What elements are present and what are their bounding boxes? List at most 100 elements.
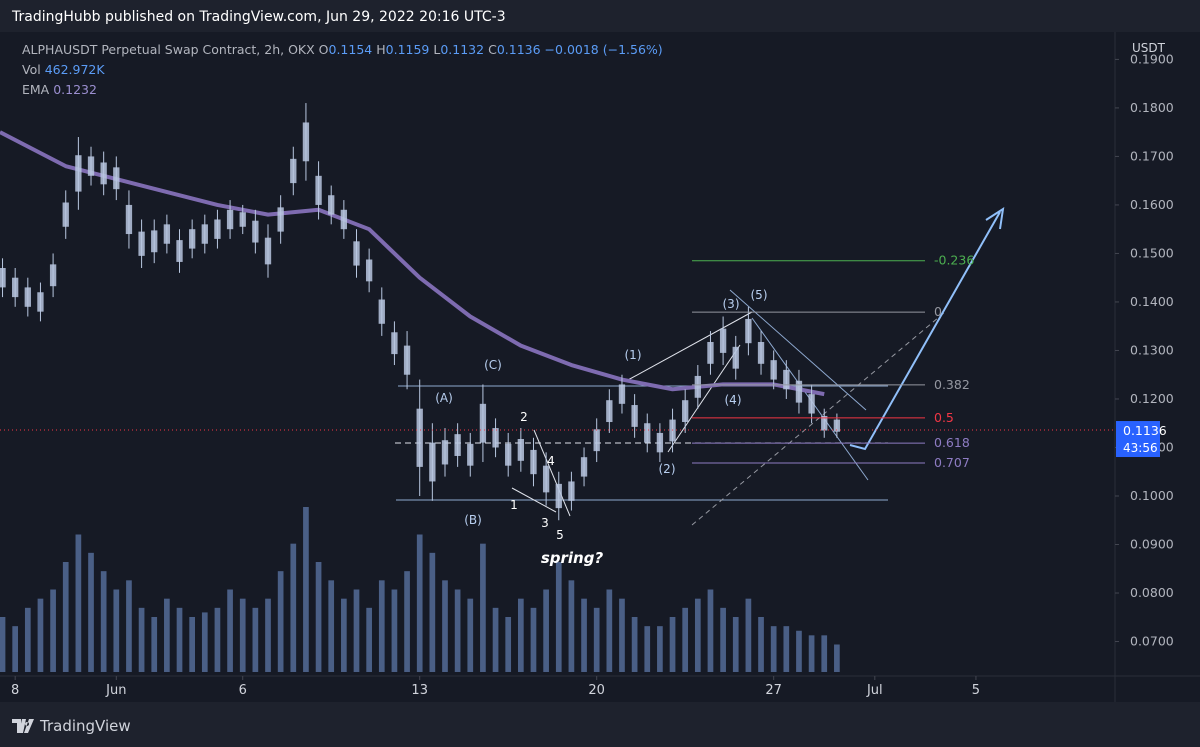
bar-body (454, 434, 461, 456)
price-tag (1116, 421, 1160, 458)
volume-bar (252, 607, 259, 672)
volume-bar (505, 617, 512, 672)
volume-bar (568, 580, 575, 672)
bar-body (808, 394, 815, 414)
chart: 0.07000.08000.09000.10000.11000.12000.13… (0, 32, 1200, 702)
y-tick-label: 0.1500 (1130, 245, 1174, 260)
volume-bar (12, 626, 19, 672)
down-channel-upper (729, 289, 867, 411)
ohlc-key: H (376, 42, 386, 57)
projection-arrow (849, 211, 1001, 451)
volume-bar (480, 543, 486, 672)
volume-bar (366, 607, 372, 672)
x-tick-label: 27 (765, 683, 782, 698)
ema-line (0, 130, 825, 397)
x-tick-label: 5 (972, 683, 980, 698)
bar-body (555, 483, 562, 509)
ohlc-key: O (318, 42, 329, 57)
volume-bar (758, 617, 764, 672)
ohlc-key: L (433, 42, 441, 57)
volume-bar (619, 598, 625, 672)
bar-body (441, 440, 449, 465)
volume-bar (214, 607, 221, 672)
volume-bar (783, 626, 790, 672)
bar-body (201, 224, 208, 244)
wave-label: 4 (547, 454, 555, 468)
volume-bar (341, 598, 347, 672)
ohlc-value: 0.1159 (385, 42, 430, 57)
bar-body (315, 175, 322, 205)
legend: ALPHAUSDT Perpetual Swap Contract, 2h, O… (22, 40, 663, 100)
bar-body (467, 443, 474, 466)
volume-bar (265, 598, 271, 672)
footer: TradingView (0, 702, 1200, 747)
volume-bar (164, 598, 170, 672)
volume-bar (201, 612, 208, 672)
brand: TradingView (40, 717, 131, 735)
volume-bar (808, 635, 815, 672)
wave-label: 2 (520, 410, 528, 424)
bar-body (138, 231, 145, 256)
y-tick-label: 0.1000 (1130, 488, 1174, 503)
volume-bar (669, 617, 676, 672)
bar-body (694, 375, 701, 398)
x-tick-label: 13 (411, 683, 428, 698)
volume-bar (75, 534, 82, 672)
bar-body (49, 264, 57, 287)
volume-bar (442, 580, 448, 672)
volume-bar (530, 607, 537, 672)
symbol: ALPHAUSDT Perpetual Swap Contract, 2h, O… (22, 42, 315, 57)
bar-body (277, 207, 284, 232)
volume-bar (467, 598, 474, 672)
volume-bar (834, 644, 840, 672)
x-tick-label: 8 (11, 683, 19, 698)
bar-body (783, 369, 790, 390)
volume-bar (315, 562, 322, 672)
note: spring? (541, 549, 604, 567)
fib-label: 0 (934, 304, 942, 319)
wave-label: (B) (464, 513, 482, 527)
volume-bar (593, 607, 600, 672)
volume-bar (631, 617, 638, 672)
volume-bar (176, 607, 183, 672)
y-tick-label: 0.1400 (1130, 294, 1174, 309)
y-tick-label: 0.1300 (1130, 342, 1174, 357)
volume-bar (416, 534, 423, 672)
bar-body (12, 277, 19, 298)
wave-line (511, 487, 557, 513)
volume-bar (277, 571, 284, 672)
volume-bar (770, 626, 777, 672)
bar-body (656, 432, 664, 453)
bar-body (492, 428, 499, 448)
wave-label: 3 (541, 516, 549, 530)
ema-label: EMA (22, 82, 50, 97)
volume-bar (682, 607, 689, 672)
bar-body (176, 240, 183, 262)
wave-label: 1 (510, 498, 518, 512)
volume-bar (227, 589, 233, 672)
bar-body (606, 400, 613, 423)
bar-body (226, 209, 234, 230)
volume-bar (100, 571, 107, 672)
fib-label: 0.382 (934, 377, 970, 392)
bar-body (328, 195, 335, 215)
bar-body (302, 122, 310, 162)
ohlc-value: 0.1154 (328, 42, 373, 57)
bar-body (644, 423, 651, 443)
y-tick-label: 0.1200 (1130, 391, 1174, 406)
bar-body (113, 167, 120, 190)
channel-upper (627, 311, 753, 381)
fib-label: 0.5 (934, 410, 954, 425)
volume-bar (517, 598, 524, 672)
bar-body (505, 443, 512, 466)
wave-label: (5) (751, 288, 768, 302)
y-tick-label: 0.1600 (1130, 197, 1174, 212)
logo (12, 719, 34, 733)
bar-body (568, 481, 575, 501)
bar-body (429, 442, 436, 482)
y-tick-label: 0.0900 (1130, 537, 1174, 552)
bar-body (378, 299, 385, 324)
x-tick-label: 6 (239, 683, 247, 698)
volume-bar (720, 607, 726, 672)
arrow-head (985, 206, 1005, 230)
